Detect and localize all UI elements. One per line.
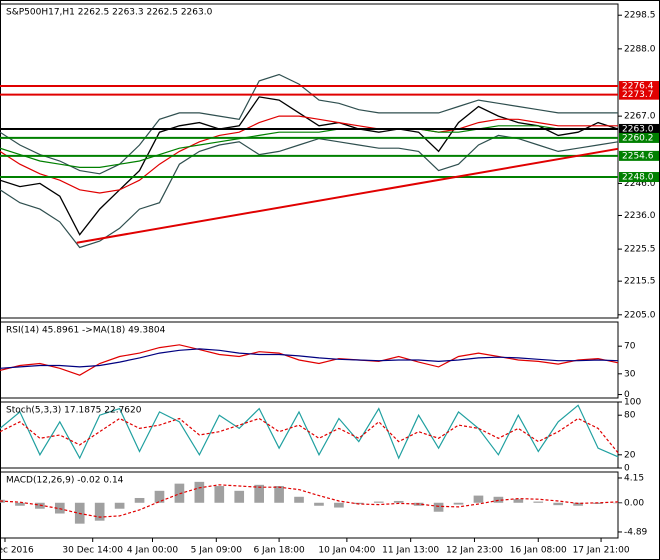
- macd-bar: [373, 501, 384, 503]
- y-tick-label: 100: [624, 398, 641, 408]
- y-tick-label: 2205.0: [624, 310, 656, 320]
- y-tick-label: 20: [624, 450, 636, 460]
- panel-title: S&P500H17,H1 2262.5 2263.3 2262.5 2263.0: [6, 8, 213, 18]
- level-box: [619, 150, 659, 161]
- series-line: [0, 344, 619, 376]
- x-tick-label: 16 Jan 08:00: [510, 546, 567, 556]
- level-box: [619, 172, 659, 183]
- y-tick-label: 0.00: [624, 498, 644, 508]
- y-tick-label: 0: [624, 390, 630, 400]
- series-line: [0, 115, 618, 194]
- y-tick-label: -4.89: [624, 527, 648, 537]
- macd-bar: [393, 500, 404, 503]
- macd-bar: [334, 502, 344, 508]
- panel-title: RSI(14) 45.8961 ->MA(18) 49.3804: [6, 326, 166, 336]
- y-tick-label: 2236.0: [624, 211, 656, 221]
- panel-title: Stoch(5,3,3) 17.1875 22.7620: [6, 406, 142, 416]
- series-line: [0, 404, 619, 460]
- macd-bar: [533, 501, 544, 503]
- series-line: [0, 73, 618, 175]
- level-label: 2260.2: [622, 133, 654, 143]
- y-tick-label: 4.15: [624, 473, 644, 483]
- y-tick-label: 70: [624, 342, 636, 352]
- series-line: [0, 96, 619, 236]
- x-tick-label: 6 Jan 18:00: [253, 546, 305, 556]
- macd-bar: [314, 502, 324, 506]
- y-tick-label: 2225.5: [624, 245, 656, 255]
- x-tick-label: 12 Jan 23:00: [446, 546, 503, 556]
- level-box: [619, 81, 659, 92]
- y-tick-label: 2215.5: [624, 277, 656, 287]
- macd-bar: [214, 486, 225, 503]
- y-tick-label: 0: [624, 464, 630, 474]
- y-tick-label: 30: [624, 369, 636, 379]
- x-tick-label: 17 Jan 21:00: [573, 546, 630, 556]
- macd-bar: [15, 502, 25, 506]
- x-tick-label: 4 Jan 00:00: [127, 546, 179, 556]
- level-box: [619, 132, 659, 143]
- macd-bar: [35, 502, 45, 509]
- macd-bar: [94, 502, 105, 521]
- macd-bar: [134, 497, 145, 503]
- x-tick-label: 11 Jan 13:00: [382, 546, 439, 556]
- level-label: 2276.4: [622, 82, 654, 92]
- series-line: [0, 417, 619, 454]
- x-tick-label: 10 Jan 04:00: [318, 546, 375, 556]
- macd-bar: [513, 499, 524, 503]
- macd-bar: [573, 502, 583, 506]
- y-tick-label: 2298.5: [624, 11, 656, 21]
- x-tick-label: 29 Dec 2016: [0, 546, 34, 556]
- y-tick-label: 80: [624, 411, 636, 421]
- macd-bar: [114, 502, 125, 509]
- trendline: [76, 147, 619, 244]
- macd-bar: [294, 496, 304, 503]
- y-tick-label: 2246.0: [624, 179, 656, 189]
- x-tick-label: 5 Jan 09:00: [191, 546, 243, 556]
- macd-bar: [453, 502, 464, 505]
- level-label: 2263.0: [622, 124, 654, 134]
- macd-bar: [194, 481, 205, 503]
- macd-bar: [613, 502, 623, 504]
- level-box: [619, 89, 659, 100]
- macd-bar: [234, 490, 245, 503]
- y-tick-label: 2267.0: [624, 112, 656, 122]
- macd-bar: [433, 502, 444, 512]
- level-label: 2248.0: [622, 173, 654, 183]
- level-box: [619, 123, 659, 134]
- macd-bar: [254, 484, 264, 503]
- series-line: [0, 484, 619, 518]
- panel-title: MACD(12,26,9) -0.02 0.14: [6, 476, 124, 486]
- x-tick-label: 30 Dec 14:00: [62, 546, 123, 556]
- level-label: 2273.7: [622, 90, 654, 100]
- macd-bar: [473, 495, 484, 503]
- series-line: [0, 348, 619, 369]
- macd-bar: [493, 496, 504, 503]
- macd-bar: [274, 486, 284, 503]
- level-label: 2254.6: [622, 151, 654, 161]
- series-line: [0, 125, 618, 168]
- macd-bar: [553, 502, 564, 506]
- macd-bar: [354, 502, 364, 504]
- macd-bar: [154, 490, 165, 503]
- y-tick-label: 2288.0: [624, 44, 656, 54]
